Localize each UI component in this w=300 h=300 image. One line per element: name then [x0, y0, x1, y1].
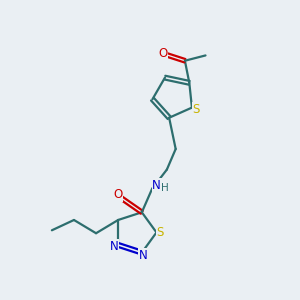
- Text: O: O: [158, 47, 168, 60]
- Text: H: H: [160, 183, 168, 193]
- Text: S: S: [157, 226, 164, 239]
- Text: N: N: [152, 179, 161, 192]
- Text: N: N: [110, 240, 119, 253]
- Text: S: S: [193, 103, 200, 116]
- Text: O: O: [113, 188, 122, 201]
- Text: N: N: [139, 249, 148, 262]
